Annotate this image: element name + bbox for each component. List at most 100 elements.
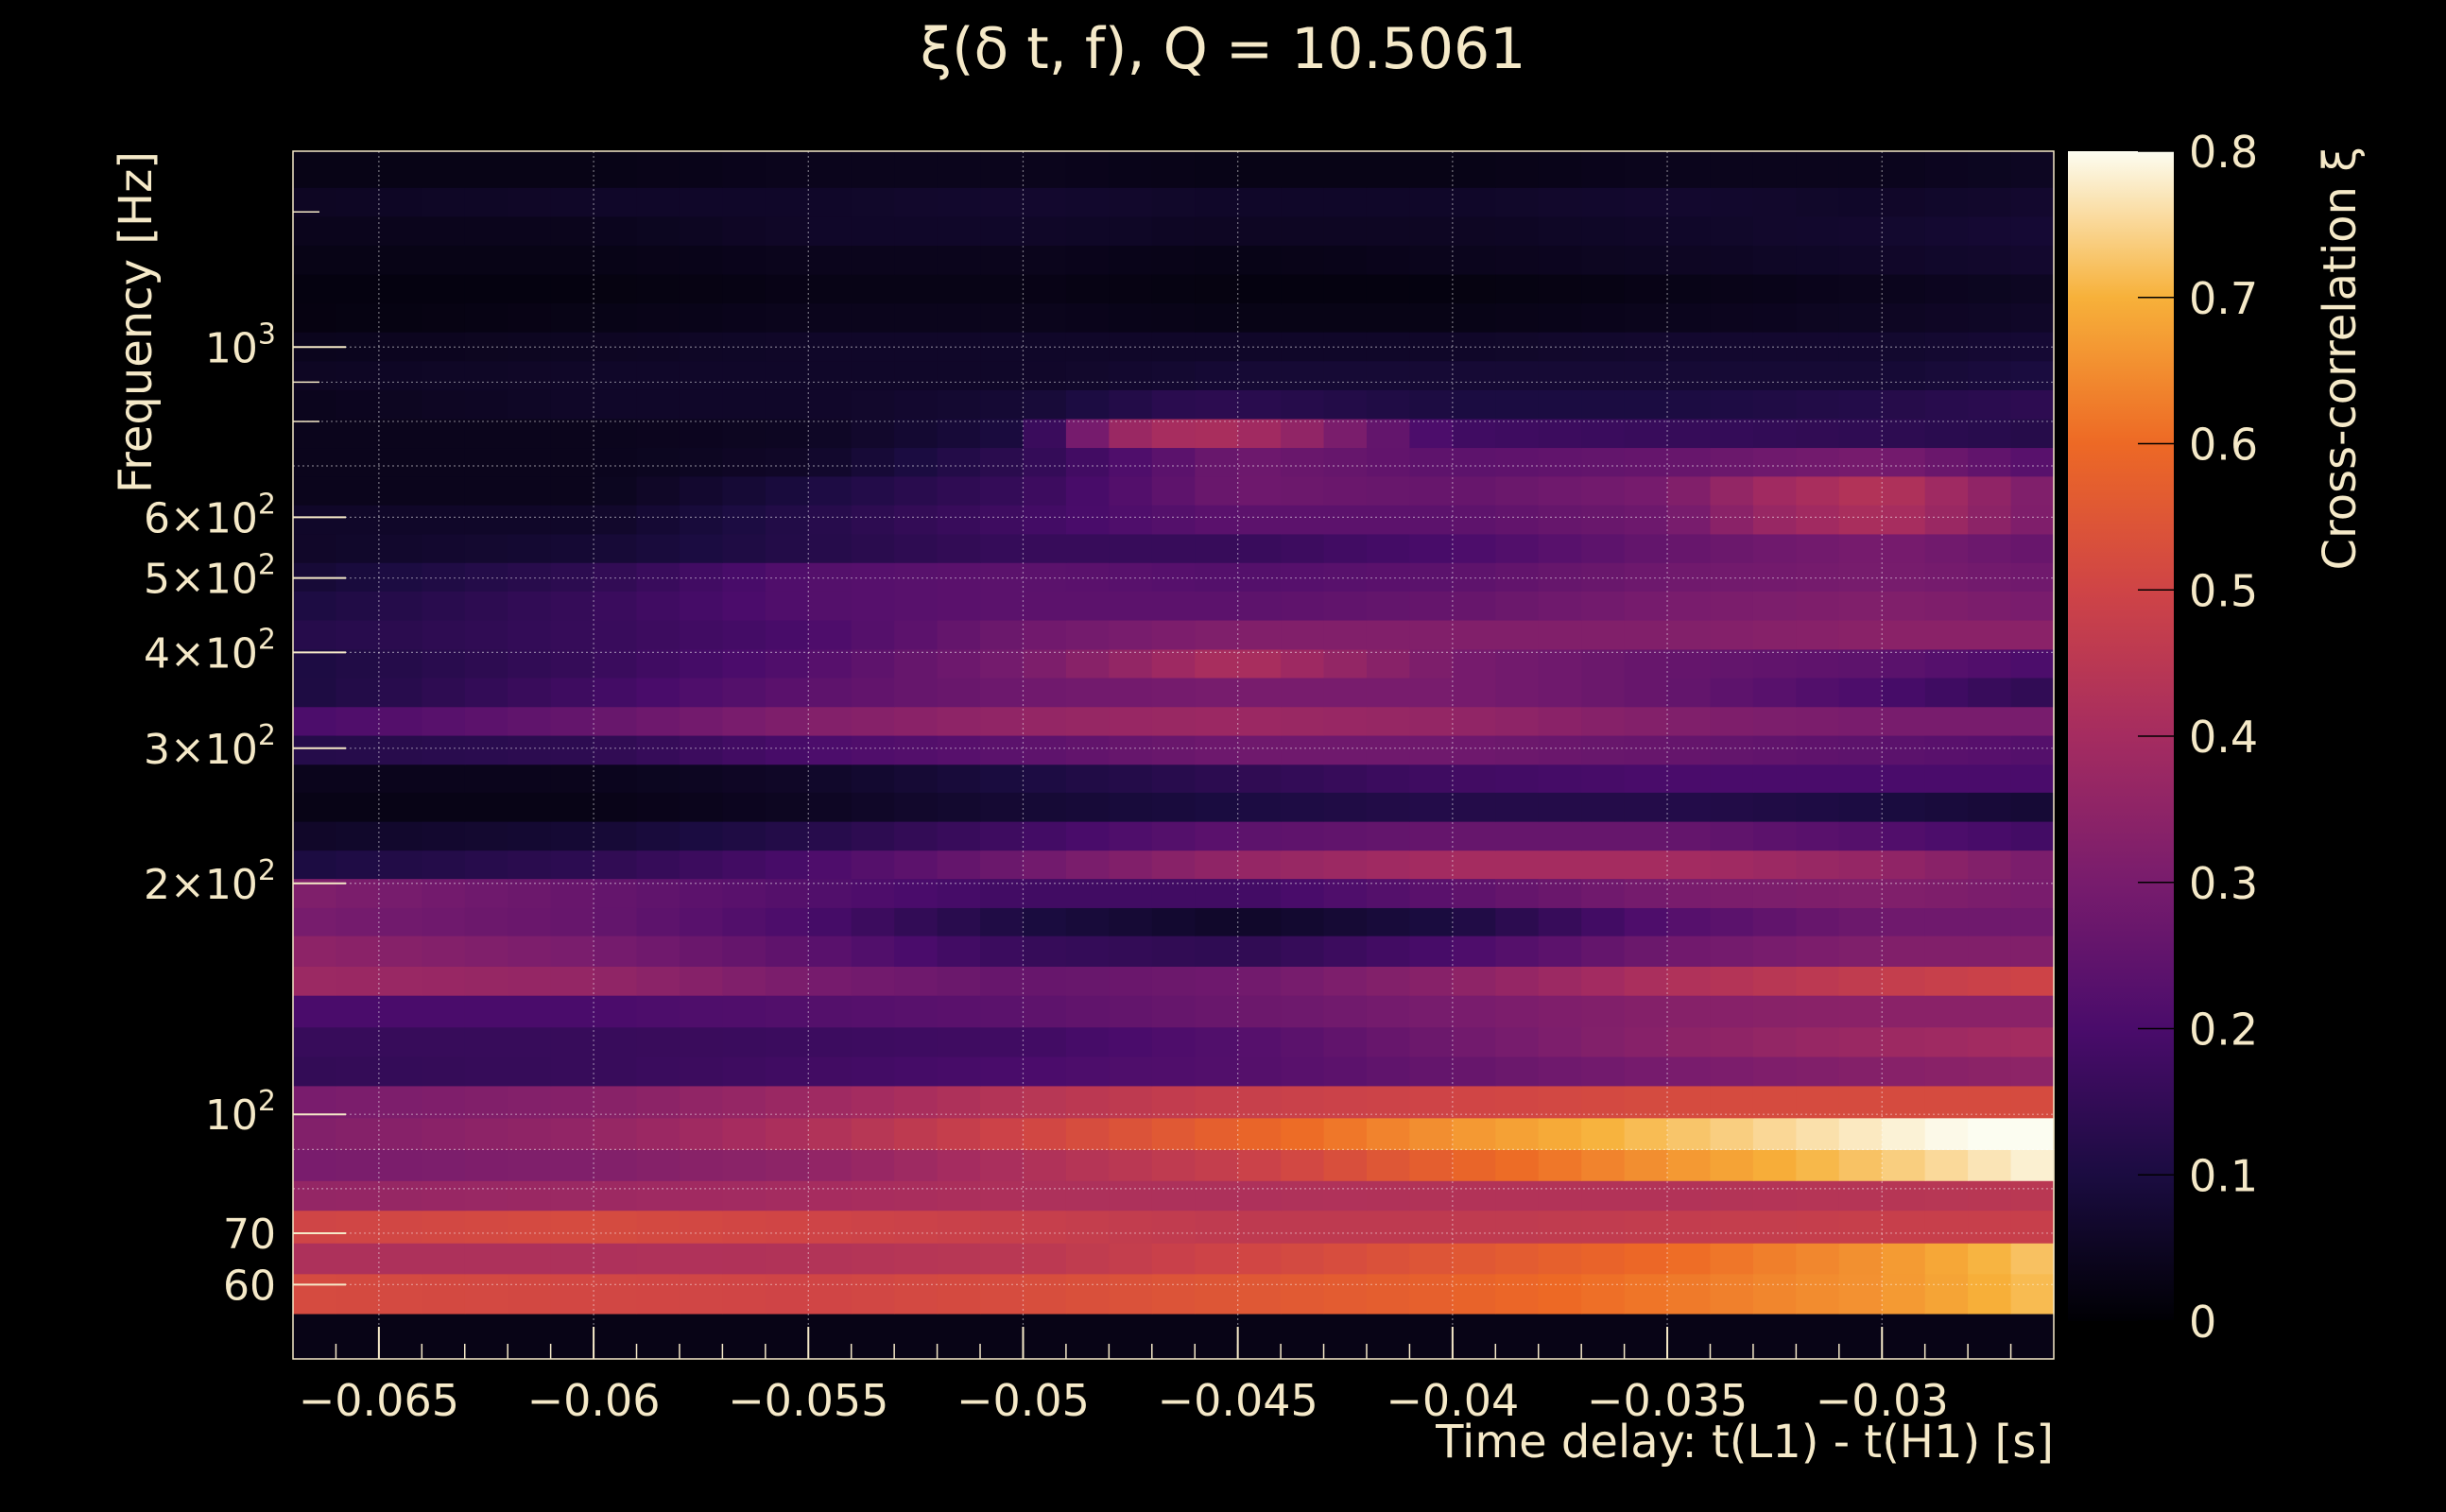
heatmap-cell — [508, 1210, 552, 1244]
heatmap-cell — [1968, 1243, 2012, 1275]
heatmap-cell — [550, 533, 594, 563]
heatmap-cell — [851, 215, 895, 246]
heatmap-cell — [1151, 273, 1196, 304]
heatmap-cell — [980, 1117, 1025, 1150]
heatmap-cell — [1409, 1273, 1454, 1314]
heatmap-cell — [679, 995, 723, 1028]
x-tick-label: −0.04 — [1386, 1375, 1519, 1426]
heatmap-cell — [980, 562, 1025, 592]
heatmap-cell — [1366, 562, 1411, 592]
heatmap-cell — [1968, 1117, 2012, 1150]
heatmap-cell — [1109, 302, 1153, 333]
heatmap-cell — [336, 1273, 380, 1314]
heatmap-cell — [1237, 245, 1282, 275]
heatmap-cell — [1796, 850, 1840, 880]
heatmap-cell — [1023, 619, 1067, 650]
heatmap-cell — [1495, 1210, 1540, 1244]
heatmap-cell — [1538, 734, 1582, 765]
heatmap-cell — [1752, 1314, 1797, 1360]
heatmap-cell — [1924, 562, 1969, 592]
heatmap-cell — [1281, 907, 1325, 936]
heatmap-cell — [1882, 245, 1926, 275]
heatmap-cell — [594, 995, 638, 1028]
x-tick-label: −0.06 — [527, 1375, 661, 1426]
heatmap-cell — [336, 821, 380, 851]
heatmap-cell — [851, 591, 895, 621]
heatmap-cell — [937, 1180, 981, 1211]
heatmap-cell — [808, 936, 853, 967]
heatmap-cell — [1195, 447, 1239, 477]
heatmap-cell — [2010, 706, 2055, 736]
heatmap-cell — [679, 648, 723, 679]
heatmap-cell — [980, 1026, 1025, 1057]
heatmap-cell — [1195, 151, 1239, 188]
heatmap-cell — [1667, 966, 1712, 996]
heatmap-cell — [1624, 215, 1668, 246]
heatmap-cell — [1195, 475, 1239, 506]
heatmap-cell — [336, 1056, 380, 1087]
heatmap-cell — [594, 1243, 638, 1275]
heatmap-cell — [1581, 245, 1626, 275]
heatmap-cell — [1838, 734, 1883, 765]
heatmap-cell — [1495, 677, 1540, 708]
heatmap-cell — [1237, 734, 1282, 765]
heatmap-cell — [1237, 533, 1282, 563]
heatmap-cell — [1495, 821, 1540, 851]
heatmap-cell — [1624, 1149, 1668, 1181]
heatmap-cell — [1752, 475, 1797, 506]
heatmap-cell — [851, 1210, 895, 1244]
heatmap-cell — [378, 706, 422, 736]
heatmap-cell — [1581, 1210, 1626, 1244]
heatmap-cell — [464, 302, 508, 333]
heatmap-cell — [1924, 1314, 1969, 1360]
heatmap-cell — [1195, 533, 1239, 563]
heatmap-cell — [1109, 734, 1153, 765]
heatmap-cell — [1581, 995, 1626, 1028]
heatmap-cell — [1667, 505, 1712, 535]
heatmap-cell — [550, 1180, 594, 1211]
colorbar-tick-label: 0.2 — [2189, 1005, 2258, 1056]
heatmap-cell — [1581, 475, 1626, 506]
heatmap-cell — [422, 418, 466, 449]
heatmap-cell — [422, 215, 466, 246]
heatmap-cell — [1538, 591, 1582, 621]
heatmap-cell — [894, 418, 939, 449]
heatmap-cell — [1151, 677, 1196, 708]
heatmap-cell — [937, 505, 981, 535]
heatmap-cell — [293, 995, 337, 1028]
heatmap-cell — [293, 505, 337, 535]
heatmap-cell — [1882, 418, 1926, 449]
heatmap-cell — [1195, 764, 1239, 793]
heatmap-cell — [1237, 1314, 1282, 1360]
heatmap-cell — [1581, 706, 1626, 736]
heatmap-cell — [378, 850, 422, 880]
heatmap-cell — [1109, 936, 1153, 967]
heatmap-cell — [1366, 591, 1411, 621]
heatmap-cell — [1752, 995, 1797, 1028]
heatmap-cell — [851, 1056, 895, 1087]
heatmap-cell — [1023, 332, 1067, 362]
heatmap-cell — [1109, 562, 1153, 592]
heatmap-cell — [1924, 619, 1969, 650]
heatmap-cell — [636, 302, 680, 333]
heatmap-cell — [980, 734, 1025, 765]
heatmap-cell — [1538, 706, 1582, 736]
heatmap-cell — [1065, 764, 1110, 793]
heatmap-cell — [1752, 648, 1797, 679]
heatmap-cell — [293, 936, 337, 967]
heatmap-cell — [1281, 677, 1325, 708]
heatmap-cell — [1882, 995, 1926, 1028]
heatmap-cell — [1323, 878, 1368, 908]
heatmap-cell — [636, 245, 680, 275]
heatmap-cell — [2010, 792, 2055, 822]
heatmap-cell — [1323, 1210, 1368, 1244]
heatmap-cell — [636, 360, 680, 390]
heatmap-cell — [550, 1117, 594, 1150]
heatmap-cell — [508, 1085, 552, 1119]
heatmap-cell — [808, 648, 853, 679]
heatmap-cell — [1581, 562, 1626, 592]
heatmap-cell — [1581, 648, 1626, 679]
heatmap-cell — [508, 619, 552, 650]
heatmap-cell — [722, 1117, 767, 1150]
